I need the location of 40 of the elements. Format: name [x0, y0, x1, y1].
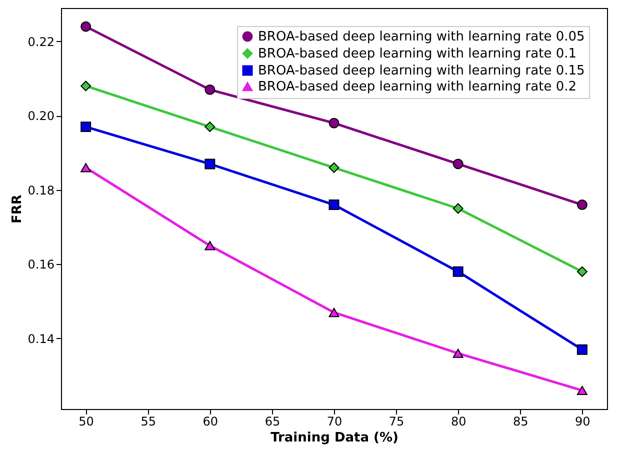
point [80, 21, 92, 32]
point [328, 162, 340, 173]
x-tick-label: 60 [202, 414, 218, 428]
point [452, 203, 464, 214]
point [452, 158, 464, 170]
x-tick-label: 90 [575, 414, 590, 428]
point [576, 266, 588, 277]
y-tick-label: 0.22 [28, 34, 54, 49]
point [204, 84, 216, 95]
x-tick-label: 80 [450, 414, 466, 428]
legend-label: BROA-based deep learning with learning rate 0.15 [258, 64, 585, 78]
x-tick-label: 70 [326, 414, 342, 428]
point [80, 163, 92, 172]
x-tick-label: 65 [264, 414, 280, 428]
legend-label: BROA-based deep learning with learning rate 0.2 [258, 80, 577, 94]
point [576, 386, 588, 396]
x-axis-title: Training Data (%) [270, 430, 398, 446]
y-tick-label: 0.16 [28, 258, 54, 272]
point [328, 200, 340, 210]
legend-label: BROA-based deep learning with learning rate 0.1 [258, 46, 577, 62]
y-tick-label: 0.18 [28, 183, 54, 198]
point [80, 122, 92, 132]
x-tick-label: 75 [388, 414, 404, 428]
point [576, 344, 588, 355]
point [328, 118, 340, 128]
point [80, 80, 92, 92]
point [576, 200, 588, 210]
x-tick-label: 85 [512, 414, 528, 428]
point [204, 241, 216, 250]
y-tick-label: 0.20 [28, 109, 54, 124]
y-tick-label: 0.14 [28, 332, 54, 346]
x-tick-label: 50 [78, 414, 94, 428]
point [204, 158, 216, 170]
y-axis-title: FRR [10, 194, 25, 224]
point [328, 308, 340, 318]
point [204, 122, 216, 132]
x-tick-label: 55 [140, 414, 156, 428]
point [452, 348, 464, 358]
point [452, 266, 464, 277]
legend-label: BROA-based deep learning with learning rate 0.05 [258, 30, 585, 44]
